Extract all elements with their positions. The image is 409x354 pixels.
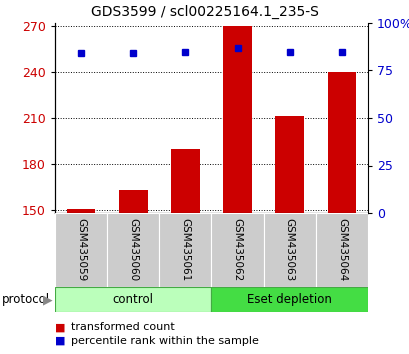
Bar bbox=[222, 26, 251, 213]
Text: GDS3599 / scl00225164.1_235-S: GDS3599 / scl00225164.1_235-S bbox=[91, 5, 318, 19]
Text: GSM435063: GSM435063 bbox=[284, 218, 294, 282]
Bar bbox=[315, 213, 367, 287]
Text: ■: ■ bbox=[55, 336, 65, 346]
Bar bbox=[55, 287, 211, 312]
Text: protocol: protocol bbox=[2, 293, 50, 306]
Bar bbox=[171, 149, 199, 213]
Text: ■: ■ bbox=[55, 322, 65, 332]
Text: GSM435059: GSM435059 bbox=[76, 218, 86, 282]
Text: transformed count: transformed count bbox=[71, 322, 175, 332]
Bar bbox=[327, 72, 355, 213]
Text: GSM435060: GSM435060 bbox=[128, 218, 138, 281]
Text: Eset depletion: Eset depletion bbox=[247, 293, 331, 306]
Bar bbox=[159, 213, 211, 287]
Bar bbox=[67, 209, 95, 213]
Bar bbox=[211, 213, 263, 287]
Bar bbox=[263, 213, 315, 287]
Text: ▶: ▶ bbox=[43, 293, 53, 306]
Text: control: control bbox=[112, 293, 153, 306]
Bar bbox=[211, 287, 367, 312]
Bar bbox=[55, 213, 107, 287]
Text: percentile rank within the sample: percentile rank within the sample bbox=[71, 336, 258, 346]
Bar bbox=[275, 116, 303, 213]
Text: GSM435064: GSM435064 bbox=[336, 218, 346, 282]
Text: GSM435061: GSM435061 bbox=[180, 218, 190, 282]
Bar bbox=[107, 213, 159, 287]
Bar bbox=[119, 190, 147, 213]
Text: GSM435062: GSM435062 bbox=[232, 218, 242, 282]
